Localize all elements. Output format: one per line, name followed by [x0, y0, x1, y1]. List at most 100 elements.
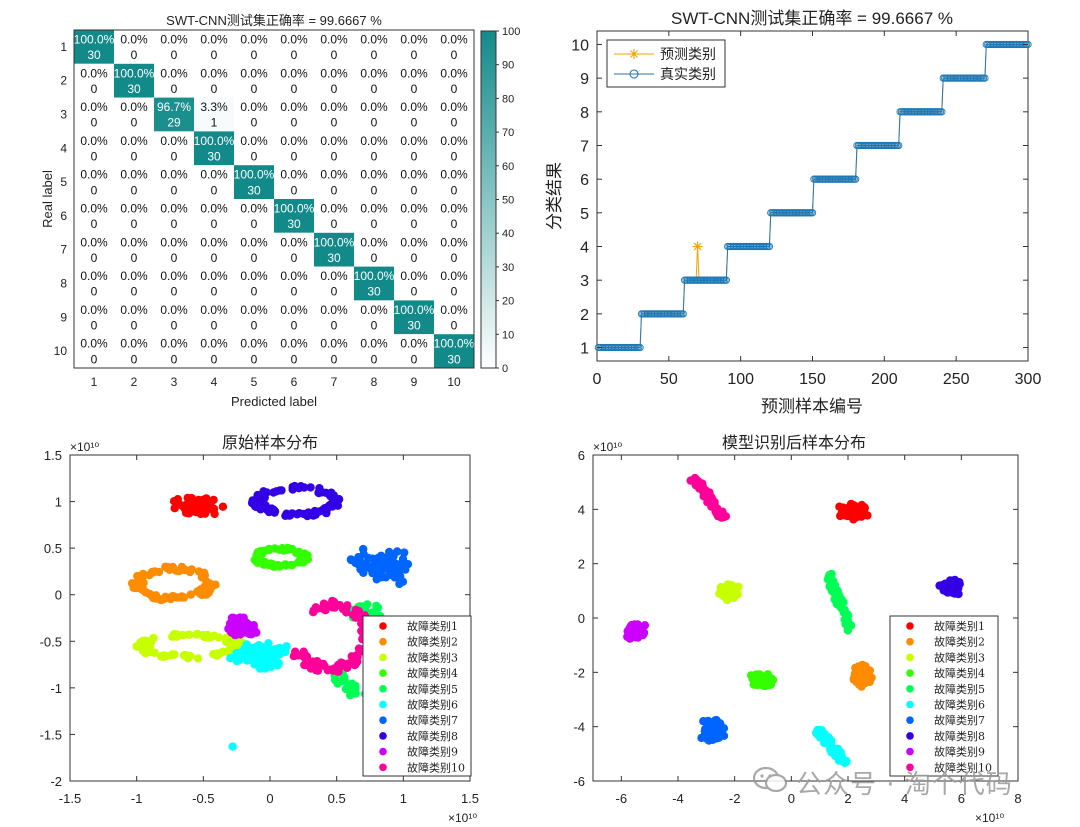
confusion-cell-count: 0: [291, 318, 298, 332]
legend-entry: 真实类别: [614, 67, 716, 83]
confusion-cell-percent: 0.0%: [80, 168, 108, 182]
confusion-cell: [394, 334, 434, 368]
confusion-cell: [434, 232, 474, 267]
confusion-cell: [194, 232, 234, 267]
confusion-cell: [114, 63, 154, 98]
confusion-cell-percent: 0.0%: [440, 202, 468, 216]
scatter-point-class-6: [267, 654, 277, 663]
prediction-y-tick-label: 2: [580, 307, 589, 324]
legend-label: 故障类别9: [934, 745, 985, 759]
confusion-cell-percent: 0.0%: [160, 303, 188, 317]
confusion-cell-count: 0: [131, 183, 138, 197]
confusion-cell: [194, 63, 234, 98]
confusion-cell-count: 0: [251, 285, 258, 299]
confusion-cell-count: 0: [451, 183, 458, 197]
legend-entry: 故障类别10: [906, 760, 992, 774]
confusion-cell-percent: 0.0%: [280, 269, 308, 283]
legend-entry: 故障类别2: [906, 635, 985, 649]
confusion-cell-percent: 0.0%: [440, 303, 468, 317]
prediction-x-tick-label: 100: [727, 371, 754, 388]
confusion-y-tick-label: 2: [60, 74, 67, 88]
scatter-point-class-2: [179, 593, 189, 602]
confusion-cell: [434, 334, 474, 368]
confusion-cell-percent: 0.0%: [320, 66, 348, 80]
confusion-cell-count: 0: [371, 149, 378, 163]
prediction-plot-xlabel: 预测样本编号: [761, 397, 863, 417]
confusion-cell-count: 0: [131, 217, 138, 231]
scatter-point-class-8: [249, 497, 258, 506]
scatter-point-class-1: [209, 495, 218, 505]
colorbar-tick-label: 70: [502, 127, 514, 139]
recognized-distribution-y-exponent: ×10¹⁰: [593, 440, 622, 454]
confusion-cell: [234, 165, 274, 199]
confusion-cell: [114, 232, 154, 267]
confusion-cell-count: 0: [371, 82, 378, 96]
actual-class-marker: [851, 175, 860, 183]
confusion-cell-percent: 100.0%: [314, 235, 355, 249]
confusion-cell-percent: 0.0%: [320, 100, 348, 114]
confusion-cell: [274, 63, 314, 98]
confusion-cell-count: 0: [451, 116, 458, 130]
scatter-point-class-3: [178, 630, 187, 640]
scatter-point-class-10: [351, 605, 361, 615]
scatter-point-class-2: [187, 565, 196, 574]
confusion-cell-count: 0: [251, 116, 258, 130]
prediction-y-tick-label: 8: [580, 105, 589, 122]
scatter-point-class-6: [239, 652, 248, 662]
scatter-point-class-5: [843, 612, 852, 621]
wechat-icon: [752, 766, 788, 793]
confusion-cell: [274, 266, 314, 301]
legend-entry: 故障类别1: [906, 619, 985, 633]
prediction-y-tick-label: 1: [580, 341, 589, 358]
legend-marker: [906, 637, 914, 646]
confusion-cell-percent: 0.0%: [80, 202, 108, 216]
confusion-cell: [434, 300, 474, 335]
scatter-point-class-2: [856, 665, 866, 675]
prediction-plot-series: [594, 40, 1032, 352]
scatter-x-tick-label: -4: [672, 791, 684, 806]
confusion-cell: [74, 266, 114, 301]
actual-class-marker: [722, 276, 730, 284]
confusion-cell-count: 0: [291, 116, 298, 130]
prediction-plot-ylabel: 分类结果: [545, 162, 565, 230]
confusion-cell: [114, 165, 154, 199]
confusion-cell-percent: 0.0%: [400, 100, 428, 114]
scatter-x-tick-label: -0.5: [192, 791, 214, 806]
scatter-point-class-2: [197, 569, 207, 578]
actual-class-marker: [808, 209, 817, 217]
confusion-cell: [154, 63, 194, 98]
legend-marker: [906, 747, 914, 756]
original-distribution-points: [127, 481, 413, 751]
confusion-cell: [354, 131, 394, 166]
confusion-cell-percent: 0.0%: [240, 269, 268, 283]
confusion-cell-percent: 0.0%: [400, 168, 428, 182]
confusion-cell-percent: 0.0%: [360, 202, 388, 216]
confusion-cell-count: 0: [91, 82, 98, 96]
confusion-y-tick-label: 10: [54, 344, 68, 358]
confusion-x-tick-label: 1: [91, 375, 98, 389]
confusion-cell-percent: 0.0%: [200, 202, 228, 216]
scatter-point-class-4: [303, 555, 312, 564]
scatter-point-class-9: [240, 621, 249, 630]
confusion-cell-count: 0: [451, 217, 458, 231]
confusion-cell-percent: 0.0%: [240, 66, 268, 80]
legend-box: [606, 39, 726, 88]
legend-label: 故障类别5: [934, 682, 985, 696]
scatter-point-class-1: [187, 496, 197, 506]
confusion-cell-count: 0: [451, 48, 458, 62]
legend-entry: 故障类别8: [379, 729, 458, 743]
scatter-point-class-7: [358, 562, 367, 571]
scatter-point-class-6: [254, 641, 264, 650]
legend-label: 故障类别4: [934, 666, 985, 680]
scatter-point-class-8: [303, 510, 312, 519]
confusion-cell: [74, 232, 114, 267]
prediction-x-tick-label: 50: [660, 371, 678, 388]
confusion-cell: [114, 97, 154, 132]
confusion-cell: [74, 97, 114, 132]
confusion-cell: [234, 199, 274, 233]
confusion-cell-percent: 0.0%: [440, 33, 468, 47]
confusion-cell-percent: 0.0%: [160, 134, 188, 148]
confusion-cell: [394, 199, 434, 233]
